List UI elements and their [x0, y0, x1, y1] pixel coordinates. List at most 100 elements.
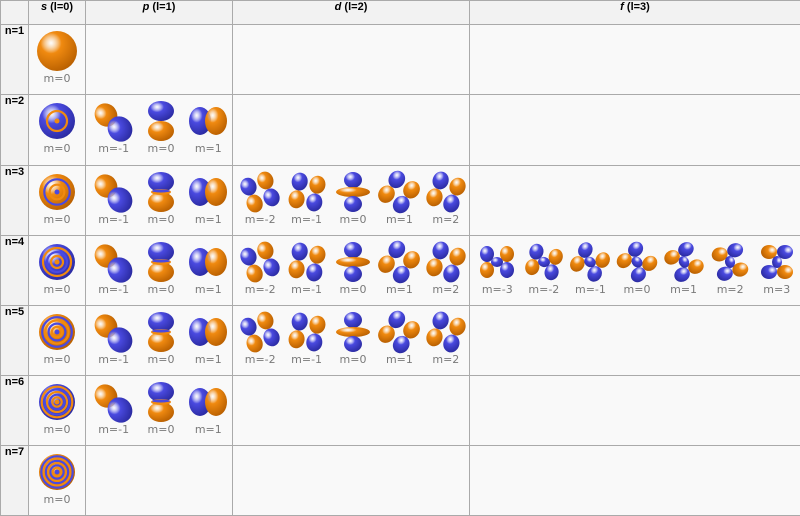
- m-label: m=-1: [98, 423, 129, 436]
- orbital-group: m=0: [29, 446, 85, 506]
- orbital-s-icon: [35, 170, 79, 214]
- orbital-d-n4-0: m=-2: [237, 240, 283, 296]
- row-header: n=4: [1, 236, 29, 306]
- cell-p-n5: m=-1 m=0 m=1: [86, 306, 233, 376]
- orbital-p-n4-1: m=0: [137, 240, 184, 296]
- cell-f-n3: [470, 166, 800, 236]
- orbital-f-n4-6: m=3: [753, 240, 800, 296]
- cell-d-n4: m=-2 m=-1 m=0 m=1: [233, 236, 470, 306]
- cell-d-n2: [233, 95, 470, 166]
- orbital-d-n3-4: m=2: [423, 170, 469, 226]
- orbital-group: m=0: [29, 376, 85, 436]
- orbital-d-icon: [331, 240, 375, 284]
- row-header: n=3: [1, 166, 29, 236]
- orbital-d-icon: [377, 240, 421, 284]
- m-label: m=-1: [98, 353, 129, 366]
- cell-f-n5: [470, 306, 800, 376]
- orbital-p-icon: [186, 99, 230, 143]
- orbital-d-n4-3: m=1: [376, 240, 422, 296]
- cell-d-n5: m=-2 m=-1 m=0 m=1: [233, 306, 470, 376]
- orbital-group: m=-1 m=0 m=1: [86, 376, 232, 436]
- cell-f-n2: [470, 95, 800, 166]
- orbital-p-icon: [92, 170, 136, 214]
- m-label: m=2: [432, 283, 459, 296]
- orbital-d-n3-0: m=-2: [237, 170, 283, 226]
- m-label: m=1: [195, 142, 222, 155]
- orbital-p-icon: [186, 170, 230, 214]
- cell-p-n6: m=-1 m=0 m=1: [86, 376, 233, 446]
- orbital-p-icon: [92, 380, 136, 424]
- orbital-d-n5-2: m=0: [330, 310, 376, 366]
- orbital-d-n4-1: m=-1: [283, 240, 329, 296]
- orbital-group: m=0: [29, 25, 85, 85]
- cell-s-n6: m=0: [29, 376, 86, 446]
- orbital-s-icon: [35, 310, 79, 354]
- cell-s-n7: m=0: [29, 446, 86, 516]
- orbital-d-n5-4: m=2: [423, 310, 469, 366]
- orbital-p-icon: [92, 240, 136, 284]
- m-label: m=0: [624, 283, 651, 296]
- row-header: n=6: [1, 376, 29, 446]
- orbital-s-icon: [35, 450, 79, 494]
- orbital-d-n4-4: m=2: [423, 240, 469, 296]
- orbital-d-n3-1: m=-1: [283, 170, 329, 226]
- orbital-p-icon: [139, 310, 183, 354]
- orbital-f-n4-3: m=0: [614, 240, 661, 296]
- orbital-s-n4-0: m=0: [33, 240, 81, 296]
- orbital-group: m=-1 m=0 m=1: [86, 166, 232, 226]
- orbital-d-icon: [285, 240, 329, 284]
- cell-p-n7: [86, 446, 233, 516]
- orbital-p-n4-2: m=1: [185, 240, 232, 296]
- m-label: m=-2: [528, 283, 559, 296]
- orbital-d-icon: [238, 170, 282, 214]
- orbital-group: m=-3 m=-2 m=-1: [470, 236, 800, 296]
- orbital-s-n3-0: m=0: [33, 170, 81, 226]
- orbital-p-icon: [139, 170, 183, 214]
- orbital-f-icon: [568, 240, 612, 284]
- orbital-d-icon: [424, 170, 468, 214]
- row-header: n=5: [1, 306, 29, 376]
- row-header: n=2: [1, 95, 29, 166]
- orbital-group: m=0: [29, 95, 85, 155]
- orbital-s-icon: [35, 99, 79, 143]
- cell-d-n6: [233, 376, 470, 446]
- orbital-p-icon: [139, 99, 183, 143]
- m-label: m=0: [44, 353, 71, 366]
- orbital-p-icon: [92, 310, 136, 354]
- orbital-p-n3-2: m=1: [185, 170, 232, 226]
- orbital-group: m=-2 m=-1 m=0 m=1: [233, 306, 469, 366]
- orbital-d-n5-3: m=1: [376, 310, 422, 366]
- orbital-s-icon: [35, 240, 79, 284]
- cell-p-n3: m=-1 m=0 m=1: [86, 166, 233, 236]
- orbital-p-n3-0: m=-1: [90, 170, 137, 226]
- m-label: m=1: [386, 353, 413, 366]
- orbital-p-icon: [186, 240, 230, 284]
- m-label: m=1: [670, 283, 697, 296]
- m-label: m=-1: [98, 283, 129, 296]
- orbital-s-n6-0: m=0: [33, 380, 81, 436]
- cell-s-n2: m=0: [29, 95, 86, 166]
- orbital-p-n6-2: m=1: [185, 380, 232, 436]
- m-label: m=2: [432, 213, 459, 226]
- orbital-group: m=0: [29, 236, 85, 296]
- orbital-d-n5-0: m=-2: [237, 310, 283, 366]
- m-label: m=0: [340, 353, 367, 366]
- cell-p-n1: [86, 25, 233, 95]
- corner-header: [1, 1, 29, 25]
- orbital-s-n1-0: m=0: [33, 29, 81, 85]
- orbital-f-icon: [662, 240, 706, 284]
- header-row: s (l=0) p (l=1) d (l=2) f (l=3): [1, 1, 800, 25]
- m-label: m=1: [195, 423, 222, 436]
- orbital-f-icon: [522, 240, 566, 284]
- m-label: m=1: [195, 213, 222, 226]
- orbital-p-n6-0: m=-1: [90, 380, 137, 436]
- orbital-d-n3-3: m=1: [376, 170, 422, 226]
- m-label: m=-1: [291, 283, 322, 296]
- m-label: m=-1: [575, 283, 606, 296]
- cell-d-n7: [233, 446, 470, 516]
- m-label: m=0: [148, 213, 175, 226]
- orbital-s-icon: [35, 29, 79, 73]
- orbital-p-icon: [139, 380, 183, 424]
